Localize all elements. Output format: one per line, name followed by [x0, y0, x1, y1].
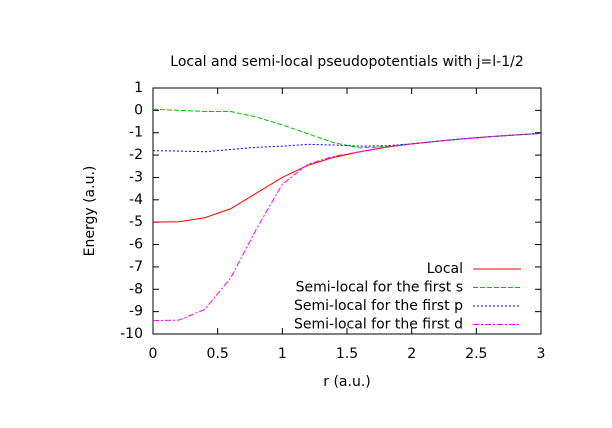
- series-line: [152, 108, 542, 149]
- legend-label: Semi-local for the first s: [296, 280, 463, 296]
- y-tick-label: -1: [129, 125, 143, 141]
- x-axis-label: r (a.u.): [323, 374, 370, 390]
- x-tick-label: 1.5: [336, 346, 358, 362]
- legend-label: Semi-local for the first p: [294, 298, 463, 314]
- x-tick-label: 0.5: [207, 346, 229, 362]
- y-tick-label: -8: [129, 281, 143, 297]
- legend-label: Semi-local for the first d: [294, 317, 463, 333]
- series-line: [152, 132, 542, 153]
- y-axis-label: Energy (a.u.): [82, 166, 98, 257]
- x-tick-label: 2: [407, 346, 416, 362]
- y-tick-label: -4: [129, 192, 143, 208]
- y-tick-label: -6: [129, 237, 143, 253]
- x-tick-label: 0: [149, 346, 158, 362]
- chart-title: Local and semi-local pseudopotentials wi…: [170, 54, 523, 70]
- y-tick-label: 0: [134, 102, 143, 118]
- legend-label: Local: [427, 261, 463, 277]
- y-tick-label: -10: [120, 326, 143, 342]
- y-tick-label: -9: [129, 304, 143, 320]
- series-line: [152, 132, 542, 322]
- y-tick-label: -2: [129, 147, 143, 163]
- y-tick-label: -3: [129, 169, 143, 185]
- y-tick-label: -5: [129, 214, 143, 230]
- series-line: [152, 132, 542, 223]
- y-tick-label: 1: [134, 80, 143, 96]
- x-tick-label: 1: [278, 346, 287, 362]
- x-tick-label: 3: [537, 346, 546, 362]
- x-tick-label: 2.5: [465, 346, 487, 362]
- y-tick-label: -7: [129, 259, 143, 275]
